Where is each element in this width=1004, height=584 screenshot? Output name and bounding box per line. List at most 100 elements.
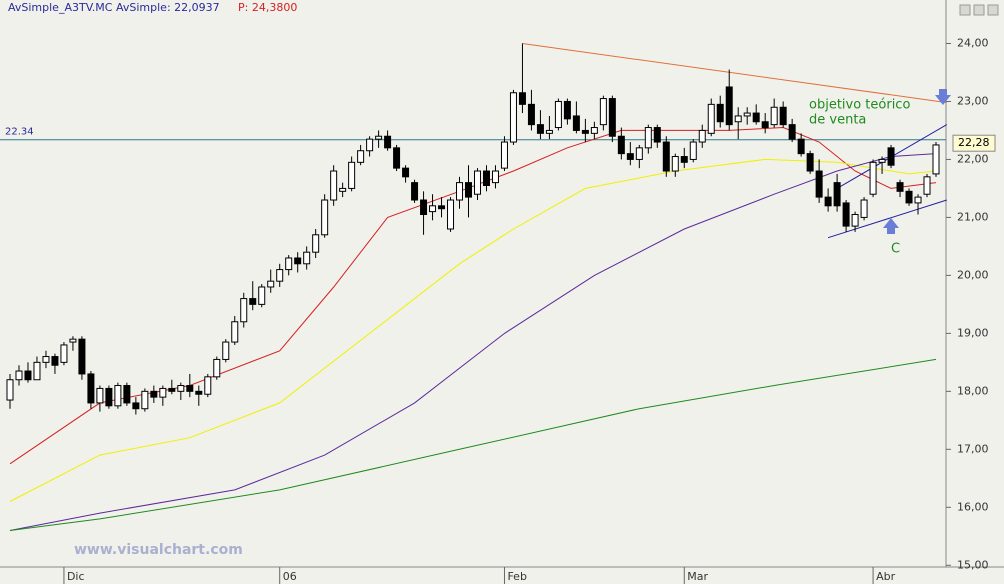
- reference-label: 22.34: [5, 127, 34, 138]
- candle-body: [923, 176, 931, 195]
- y-tick-label: 17,00: [957, 442, 989, 455]
- candle-body: [716, 103, 724, 123]
- candle-body: [276, 269, 284, 282]
- candle-body: [905, 190, 913, 204]
- annotation: de venta: [809, 113, 866, 128]
- candle-body: [527, 103, 535, 126]
- candle-body: [689, 141, 697, 160]
- candle-body: [536, 124, 544, 134]
- x-tick-label: Mar: [687, 570, 708, 583]
- window-button[interactable]: [973, 4, 985, 16]
- candle-body: [330, 170, 338, 201]
- candle-body: [752, 112, 760, 123]
- line-series: [9, 158, 937, 502]
- candle-body: [69, 338, 77, 343]
- y-tick-label: 16,00: [957, 500, 989, 513]
- candle-body: [465, 182, 473, 198]
- line-series: [9, 153, 937, 531]
- candle-body: [563, 100, 571, 120]
- candle-body: [626, 153, 634, 160]
- candle-body: [608, 98, 616, 137]
- annotation: C: [891, 242, 900, 257]
- candle-body: [258, 286, 266, 305]
- candle-body: [797, 138, 805, 155]
- line-series: [522, 43, 947, 104]
- candle-body: [554, 100, 562, 129]
- candle-body: [680, 156, 688, 163]
- window-button[interactable]: [959, 4, 971, 16]
- candle-body: [473, 170, 481, 195]
- candle-body: [357, 150, 365, 163]
- candle-body: [644, 127, 652, 149]
- candle-body: [393, 147, 401, 169]
- window-button[interactable]: [987, 4, 999, 16]
- candle-body: [824, 196, 832, 207]
- candle-body: [770, 106, 778, 126]
- candle-body: [141, 390, 149, 410]
- candle-body: [150, 390, 158, 398]
- candle-body: [339, 187, 347, 192]
- candle-body: [869, 161, 877, 195]
- line-series: [827, 199, 947, 239]
- candle-body: [303, 251, 311, 265]
- x-tick-label: Abr: [876, 570, 896, 583]
- arrow-up: [883, 218, 899, 234]
- candle-body: [384, 135, 392, 149]
- candle-body: [635, 147, 643, 160]
- candle-body: [114, 385, 122, 407]
- candle-body: [581, 129, 589, 134]
- arrow-down: [935, 89, 951, 105]
- last-price-label: 22,28: [958, 136, 990, 149]
- candle-body: [159, 387, 167, 398]
- candle-body: [6, 379, 14, 401]
- candle-body: [545, 129, 553, 134]
- candle-body: [411, 182, 419, 201]
- candle-body: [195, 390, 203, 395]
- y-tick-label: 24,00: [957, 36, 989, 49]
- candle-body: [168, 387, 176, 392]
- candle-body: [806, 153, 814, 172]
- y-tick-label: 18,00: [957, 384, 989, 397]
- candle-body: [204, 376, 212, 395]
- candle-body: [438, 205, 446, 210]
- plot-area: [0, 43, 948, 531]
- candle-body: [707, 103, 715, 134]
- x-tick-label: Dic: [67, 570, 85, 583]
- candle-body: [662, 141, 670, 172]
- candle-body: [24, 370, 32, 381]
- candle-body: [123, 385, 131, 404]
- candle-body: [698, 129, 706, 143]
- candle-body: [285, 257, 293, 271]
- candle-body: [366, 138, 374, 152]
- candle-body: [896, 182, 904, 192]
- candle-body: [312, 234, 320, 253]
- y-tick-label: 21,00: [957, 210, 989, 223]
- x-tick-label: 06: [283, 570, 297, 583]
- line-series: [9, 358, 937, 531]
- y-tick-label: 20,00: [957, 268, 989, 281]
- x-tick-label: Feb: [507, 570, 526, 583]
- candle-body: [447, 199, 455, 230]
- candle-body: [599, 98, 607, 126]
- watermark: www.visualchart.com: [74, 542, 243, 558]
- candle-body: [132, 402, 140, 410]
- candle-body: [231, 321, 239, 343]
- candle-body: [500, 141, 508, 169]
- candle-body: [572, 115, 580, 131]
- candle-body: [617, 135, 625, 155]
- y-tick-label: 23,00: [957, 94, 989, 107]
- candle-body: [878, 158, 886, 163]
- candle-body: [177, 385, 185, 392]
- candle-body: [60, 344, 68, 363]
- candle-body: [482, 170, 490, 187]
- candle-body: [761, 121, 769, 129]
- candle-body: [42, 356, 50, 363]
- candle-body: [96, 387, 104, 404]
- candle-body: [402, 167, 410, 178]
- candle-body: [186, 385, 194, 392]
- candle-body: [456, 182, 464, 201]
- header-symbol: AvSimple_A3TV.MC: [8, 1, 113, 14]
- annotation: objetivo teórico: [809, 98, 910, 113]
